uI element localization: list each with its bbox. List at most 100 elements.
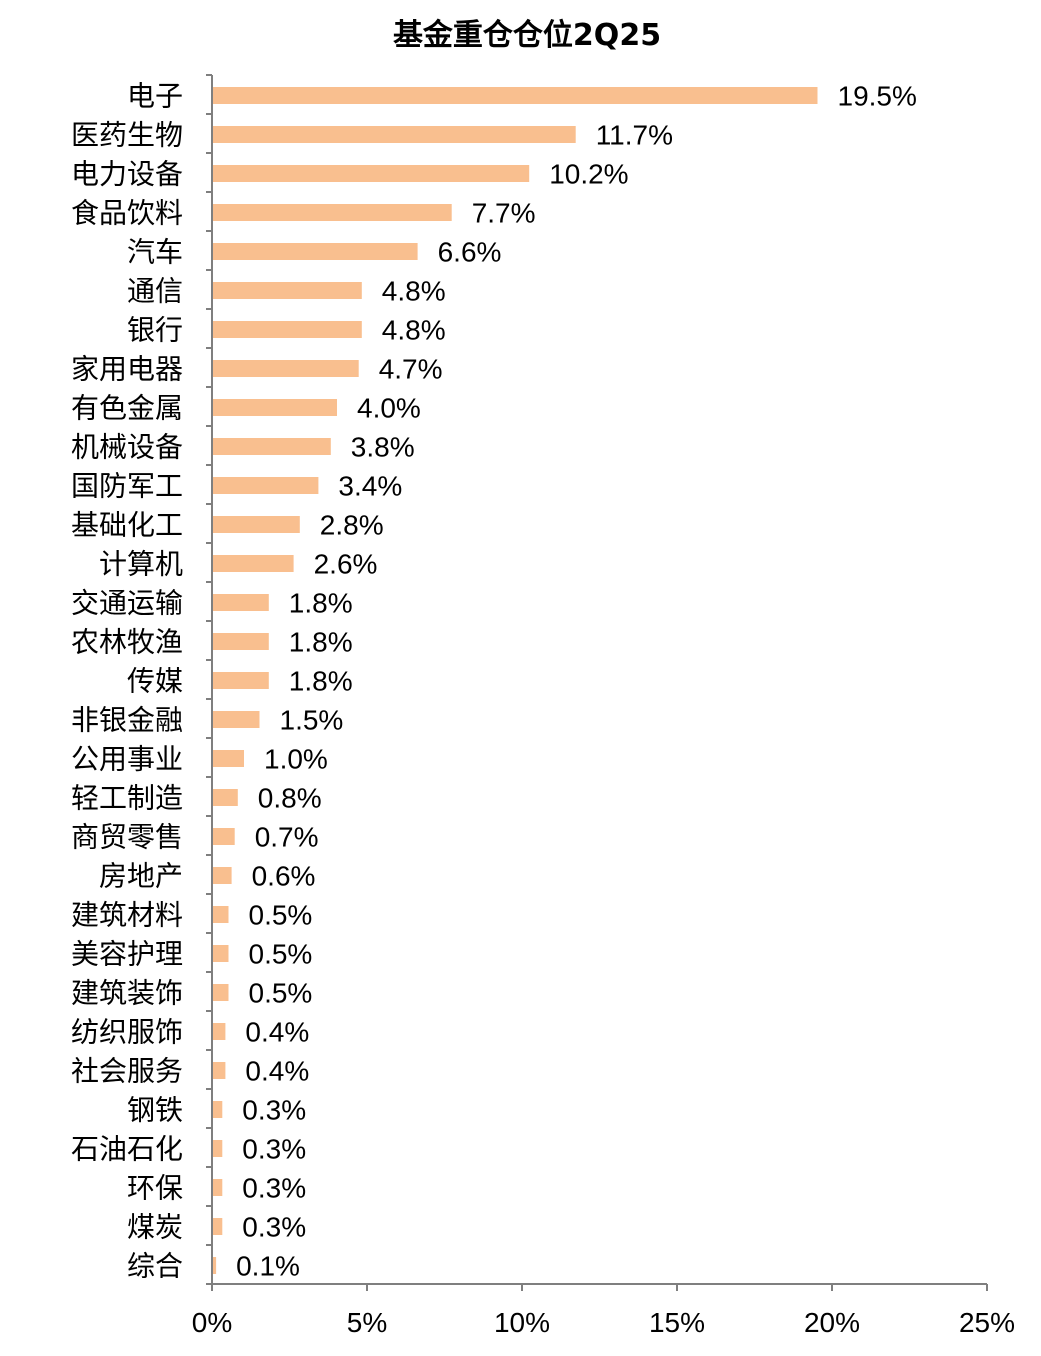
bar (213, 126, 576, 143)
bar (213, 789, 238, 806)
category-label: 交通运输 (71, 587, 183, 620)
data-label: 4.7% (379, 354, 443, 385)
bar (213, 1218, 223, 1235)
bar (213, 1101, 223, 1118)
bar (213, 828, 235, 845)
bar (213, 438, 331, 455)
category-label: 电力设备 (71, 158, 183, 191)
data-label: 4.8% (382, 315, 446, 346)
category-label: 美容护理 (71, 938, 183, 971)
data-label: 0.3% (242, 1173, 306, 1204)
data-label: 0.1% (236, 1251, 300, 1282)
category-label: 社会服务 (71, 1055, 183, 1088)
bar (213, 750, 244, 767)
category-label: 基础化工 (71, 509, 183, 542)
bar (213, 1140, 223, 1157)
data-label: 0.4% (245, 1017, 309, 1048)
category-label: 通信 (127, 275, 183, 308)
category-label: 电子 (127, 80, 183, 113)
category-label: 计算机 (99, 548, 183, 581)
bar (213, 984, 229, 1001)
bar (213, 711, 260, 728)
bar (213, 633, 269, 650)
data-label: 7.7% (472, 198, 536, 229)
bar (213, 1179, 223, 1196)
data-label: 11.7% (596, 120, 673, 151)
data-label: 0.3% (242, 1095, 306, 1126)
category-label: 房地产 (99, 860, 183, 893)
data-label: 0.3% (242, 1134, 306, 1165)
data-label: 4.8% (382, 276, 446, 307)
category-label: 公用事业 (71, 743, 183, 776)
bar (213, 555, 294, 572)
category-label: 家用电器 (71, 353, 183, 386)
data-label: 1.8% (289, 627, 353, 658)
bar (213, 594, 269, 611)
category-label: 非银金融 (71, 704, 183, 737)
data-label: 1.8% (289, 666, 353, 697)
bar (213, 672, 269, 689)
bar (213, 867, 232, 884)
data-label: 1.5% (280, 705, 344, 736)
category-label: 建筑装饰 (71, 977, 183, 1010)
bar (213, 906, 229, 923)
data-label: 0.5% (249, 939, 313, 970)
category-label: 农林牧渔 (71, 626, 183, 659)
category-label: 商贸零售 (71, 821, 183, 854)
data-label: 4.0% (357, 393, 421, 424)
data-label: 10.2% (549, 159, 628, 190)
category-label: 汽车 (127, 236, 183, 269)
x-tick-label: 25% (959, 1307, 1015, 1338)
category-label: 综合 (127, 1250, 183, 1283)
bar (213, 516, 300, 533)
category-label: 传媒 (127, 665, 183, 698)
data-label: 1.0% (264, 744, 328, 775)
x-tick-label: 10% (494, 1307, 550, 1338)
x-tick-label: 15% (649, 1307, 705, 1338)
category-label: 国防军工 (71, 470, 183, 503)
bar (213, 87, 818, 104)
category-label: 建筑材料 (71, 899, 183, 932)
category-label: 石油石化 (71, 1133, 183, 1166)
data-label: 2.6% (314, 549, 378, 580)
category-label: 轻工制造 (71, 782, 183, 815)
bar (213, 945, 229, 962)
data-label: 3.4% (338, 471, 402, 502)
data-label: 0.5% (249, 978, 313, 1009)
chart-title: 基金重仓仓位2Q25 (393, 18, 661, 53)
data-label: 6.6% (438, 237, 502, 268)
x-tick-label: 5% (347, 1307, 387, 1338)
bar (213, 1257, 217, 1274)
bar (213, 321, 362, 338)
category-label: 医药生物 (71, 119, 183, 152)
category-label: 食品饮料 (71, 197, 183, 230)
x-axis: 0% 5% 10% 15% 20% 25% (192, 1283, 1015, 1338)
bar (213, 1062, 226, 1079)
category-label: 银行 (127, 314, 183, 347)
bar (213, 243, 418, 260)
bar (213, 477, 319, 494)
data-label: 2.8% (320, 510, 384, 541)
category-label: 有色金属 (71, 392, 183, 425)
bar (213, 1023, 226, 1040)
category-label: 煤炭 (127, 1211, 183, 1244)
data-label: 0.8% (258, 783, 322, 814)
bar (213, 204, 452, 221)
data-label: 0.3% (242, 1212, 306, 1243)
category-label: 机械设备 (71, 431, 183, 464)
data-label: 0.6% (252, 861, 316, 892)
bars-group (213, 87, 818, 1274)
data-label: 1.8% (289, 588, 353, 619)
x-tick-label: 0% (192, 1307, 232, 1338)
x-tick-label: 20% (804, 1307, 860, 1338)
category-label: 钢铁 (127, 1094, 183, 1127)
data-label: 0.5% (249, 900, 313, 931)
bar (213, 282, 362, 299)
data-label: 0.7% (255, 822, 319, 853)
bar (213, 399, 337, 416)
y-axis (206, 74, 213, 1285)
data-label: 3.8% (351, 432, 415, 463)
category-label: 纺织服饰 (71, 1016, 183, 1049)
data-labels-group: 19.5% 11.7% 10.2% 7.7% 6.6% 4.8% 4.8% 4.7% 4.0% 3… (236, 81, 917, 1282)
